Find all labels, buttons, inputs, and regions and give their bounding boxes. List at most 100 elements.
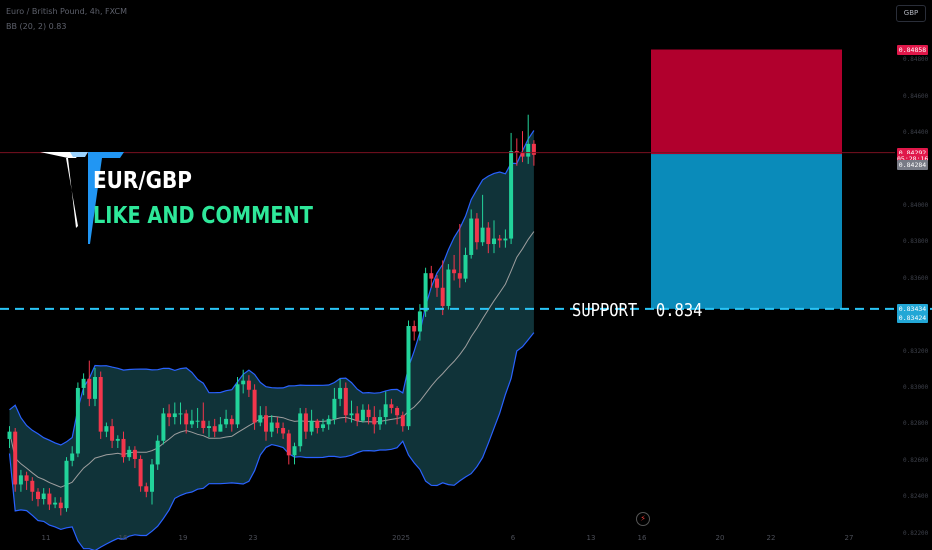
position-zones	[651, 49, 842, 309]
candle-body	[18, 475, 23, 485]
reference-lines	[0, 152, 932, 310]
candle	[218, 417, 223, 432]
x-tick-label: 16	[637, 534, 647, 542]
y-tick-label: 0.82200	[903, 529, 929, 537]
candle	[93, 367, 97, 407]
candle-body	[53, 502, 58, 505]
candle-body	[338, 387, 343, 399]
candle-body	[275, 422, 280, 428]
candle	[326, 415, 331, 430]
candle	[13, 428, 18, 492]
candle-body	[167, 413, 172, 418]
candle-body	[514, 151, 519, 153]
candle-body	[115, 438, 120, 441]
candle-body	[309, 420, 314, 432]
candle-body	[412, 326, 417, 332]
candle-body	[235, 384, 240, 425]
candle-body	[195, 420, 200, 422]
price-tag: 0.84292	[897, 147, 928, 158]
upper-band	[9, 130, 535, 446]
candle	[412, 320, 417, 341]
candle	[98, 371, 103, 439]
price-tag: 0.84858	[897, 44, 928, 55]
candle-body	[58, 502, 63, 509]
candle	[167, 404, 172, 427]
candle	[36, 488, 40, 507]
cta-label: LIKE AND COMMENT	[93, 203, 313, 229]
bollinger-bands	[8, 130, 535, 550]
candle	[509, 132, 514, 245]
candle-body	[486, 227, 491, 245]
candle	[121, 431, 126, 463]
candle-body	[292, 446, 297, 456]
y-tick-label: 0.83200	[903, 347, 929, 355]
candle-body	[110, 426, 115, 441]
symbol-header: Euro / British Pound, 4h, FXCM	[6, 7, 128, 16]
candle	[184, 409, 189, 434]
candle	[435, 275, 439, 297]
candle-body	[184, 413, 189, 425]
candle	[212, 418, 217, 438]
candle-body	[36, 491, 40, 500]
candle-body	[13, 431, 18, 485]
price-tag: 0.84284	[897, 159, 928, 170]
x-tick-label: 19	[178, 534, 188, 542]
candle	[30, 477, 35, 501]
band-fill	[9, 130, 534, 550]
candle	[161, 407, 166, 445]
candle-body	[383, 404, 388, 418]
candle	[474, 213, 479, 250]
candle	[53, 497, 58, 509]
x-tick-label: 6	[510, 534, 516, 542]
candle	[275, 417, 280, 434]
candle-body	[440, 287, 445, 306]
candle	[18, 469, 23, 492]
candlestick-series	[7, 114, 536, 516]
candle-body	[81, 378, 86, 388]
candle-body	[144, 486, 149, 492]
candle-body	[417, 311, 422, 332]
candle-body	[423, 273, 428, 312]
candle-body	[463, 254, 468, 279]
x-tick-label: 11	[41, 534, 51, 542]
candle-body	[24, 475, 29, 481]
candle	[520, 131, 525, 163]
candle	[309, 409, 314, 436]
candle	[486, 222, 491, 254]
candle-body	[161, 413, 166, 441]
candle	[269, 415, 274, 438]
candle	[127, 446, 132, 461]
candle	[224, 409, 229, 428]
candle	[70, 446, 75, 467]
support-label: SUPPORT 0.834	[572, 300, 703, 321]
candle	[138, 455, 143, 492]
candle-body	[241, 380, 246, 385]
price-tag: 05:28:16	[897, 153, 929, 164]
candle-body	[264, 415, 268, 432]
candle-body	[480, 227, 485, 243]
x-tick-label: 2025	[392, 534, 410, 542]
candle-body	[372, 417, 377, 425]
candle	[338, 378, 343, 407]
candle	[457, 224, 462, 288]
candle-body	[93, 377, 97, 399]
candle	[286, 429, 291, 465]
candle	[178, 402, 183, 425]
candle-body	[303, 413, 308, 432]
candle	[383, 391, 388, 425]
candle	[343, 382, 348, 423]
y-tick-label: 0.84800	[903, 56, 929, 64]
flash-icon[interactable]: ⚡	[636, 512, 650, 526]
currency-button[interactable]: GBP	[896, 5, 926, 22]
candle-body	[332, 398, 337, 419]
candle-body	[64, 460, 69, 509]
candle	[446, 264, 451, 310]
candle-body	[201, 420, 206, 428]
candle	[189, 409, 194, 428]
indicator-header: BB (20, 2) 0.83	[6, 22, 67, 31]
candle	[132, 446, 137, 469]
candle	[480, 194, 485, 246]
candle	[115, 435, 120, 449]
candle	[321, 418, 325, 432]
